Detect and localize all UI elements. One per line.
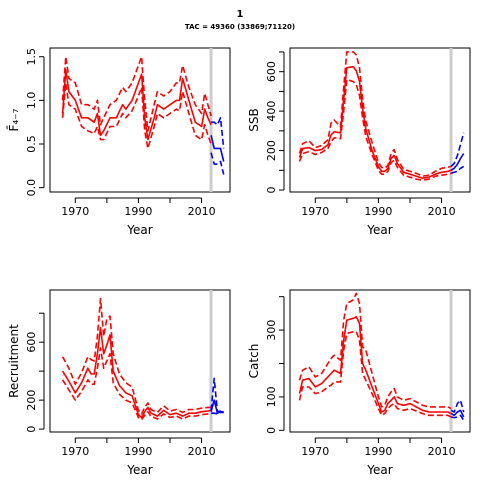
ssb-y-tick-label: 400	[265, 101, 278, 122]
catch-plot-frame	[289, 289, 471, 433]
catch-x-axis-label: Year	[366, 463, 392, 477]
recruitment-forecast-lower-line	[211, 411, 224, 415]
recruitment-y-tick-label: 200	[25, 390, 38, 411]
fbar-history-median-line	[61, 69, 212, 141]
figure-subtitle: TAC = 49360 (33869;71120)	[184, 23, 296, 31]
recruitment-x-tick-label: 2010	[188, 445, 216, 458]
catch-forecast-upper-line	[450, 399, 465, 413]
ssb-plot-frame	[289, 47, 471, 193]
fbar-x-axis-label: Year	[126, 223, 152, 237]
ssb-forecast-lower-line	[450, 165, 465, 175]
fbar-x-tick-label: 2010	[188, 205, 216, 218]
catch-y-tick-label: 100	[265, 386, 278, 407]
figure-title: 1	[236, 9, 244, 20]
fbar-x-tick-label: 1990	[124, 205, 152, 218]
ssb-panel: 1970 1990 2010 Year 0 200 400 600 SSB	[247, 47, 471, 237]
catch-y-axis-label: Catch	[247, 344, 261, 379]
ssb-y-tick-label: 600	[265, 61, 278, 82]
catch-x-tick-label: 1970	[301, 445, 329, 458]
ssb-history-upper-line	[298, 51, 452, 177]
recruitment-history-upper-line	[61, 297, 212, 415]
recruitment-plot-frame	[49, 289, 231, 433]
fbar-forecast-lower-line	[210, 152, 225, 175]
recruitment-y-axis-label: Recruitment	[7, 324, 21, 398]
recruitment-y-tick-label: 0	[25, 426, 38, 433]
catch-panel: 1970 1990 2010 Year 0 100 300 Catch	[247, 289, 471, 477]
ssb-history-lower-line	[298, 78, 452, 181]
fbar-y-tick-label: 0.0	[25, 179, 38, 197]
recruitment-y-tick-label: 600	[25, 332, 38, 353]
catch-y-tick-label: 0	[265, 427, 278, 434]
recruitment-panel: 1970 1990 2010 Year 0 200 600 Recruitment	[7, 289, 231, 477]
ssb-x-tick-label: 1990	[364, 205, 392, 218]
catch-history-lower-line	[298, 330, 452, 418]
catch-x-tick-label: 2010	[428, 445, 456, 458]
recruitment-history-median-line	[61, 326, 212, 419]
ssb-y-tick-label: 200	[265, 140, 278, 161]
ssb-y-tick-label: 0	[265, 187, 278, 194]
fbar-y-tick-label: 1.5	[25, 48, 38, 66]
catch-history-upper-line	[298, 292, 452, 410]
fbar-plot-frame	[49, 47, 231, 193]
fbar-y-axis-label: F̄₄₋₇	[7, 108, 21, 131]
catch-history-median-line	[298, 315, 452, 415]
ssb-x-axis-label: Year	[366, 223, 392, 237]
fbar-history-upper-line	[61, 55, 212, 132]
fbar-history-lower-line	[61, 82, 212, 150]
catch-forecast-median-line	[450, 409, 465, 418]
recruitment-history-lower-line	[61, 347, 212, 421]
fbar-forecast-median-line	[210, 135, 225, 162]
fbar-x-tick-label: 1970	[61, 205, 89, 218]
catch-x-tick-label: 1990	[364, 445, 392, 458]
ssb-y-axis-label: SSB	[247, 108, 261, 131]
ssb-forecast-upper-line	[450, 132, 465, 167]
ssb-forecast-median-line	[450, 153, 465, 171]
catch-forecast-lower-line	[450, 414, 465, 421]
fbar-forecast-upper-line	[211, 117, 225, 149]
fbar-y-tick-label: 0.5	[25, 135, 38, 153]
catch-y-tick-label: 300	[265, 320, 278, 341]
recruitment-x-tick-label: 1970	[61, 445, 89, 458]
recruitment-x-axis-label: Year	[126, 463, 152, 477]
recruitment-forecast-upper-line	[210, 377, 224, 413]
ssb-x-tick-label: 1970	[301, 205, 329, 218]
recruitment-x-tick-label: 1990	[124, 445, 152, 458]
ssb-x-tick-label: 2010	[428, 205, 456, 218]
fbar-y-tick-label: 1.0	[25, 92, 38, 110]
fbar-panel: 1970 1990 2010 Year 0.0 0.5 1.0 1.5 F̄₄₋₇	[7, 47, 231, 237]
ssb-history-median-line	[298, 65, 452, 179]
